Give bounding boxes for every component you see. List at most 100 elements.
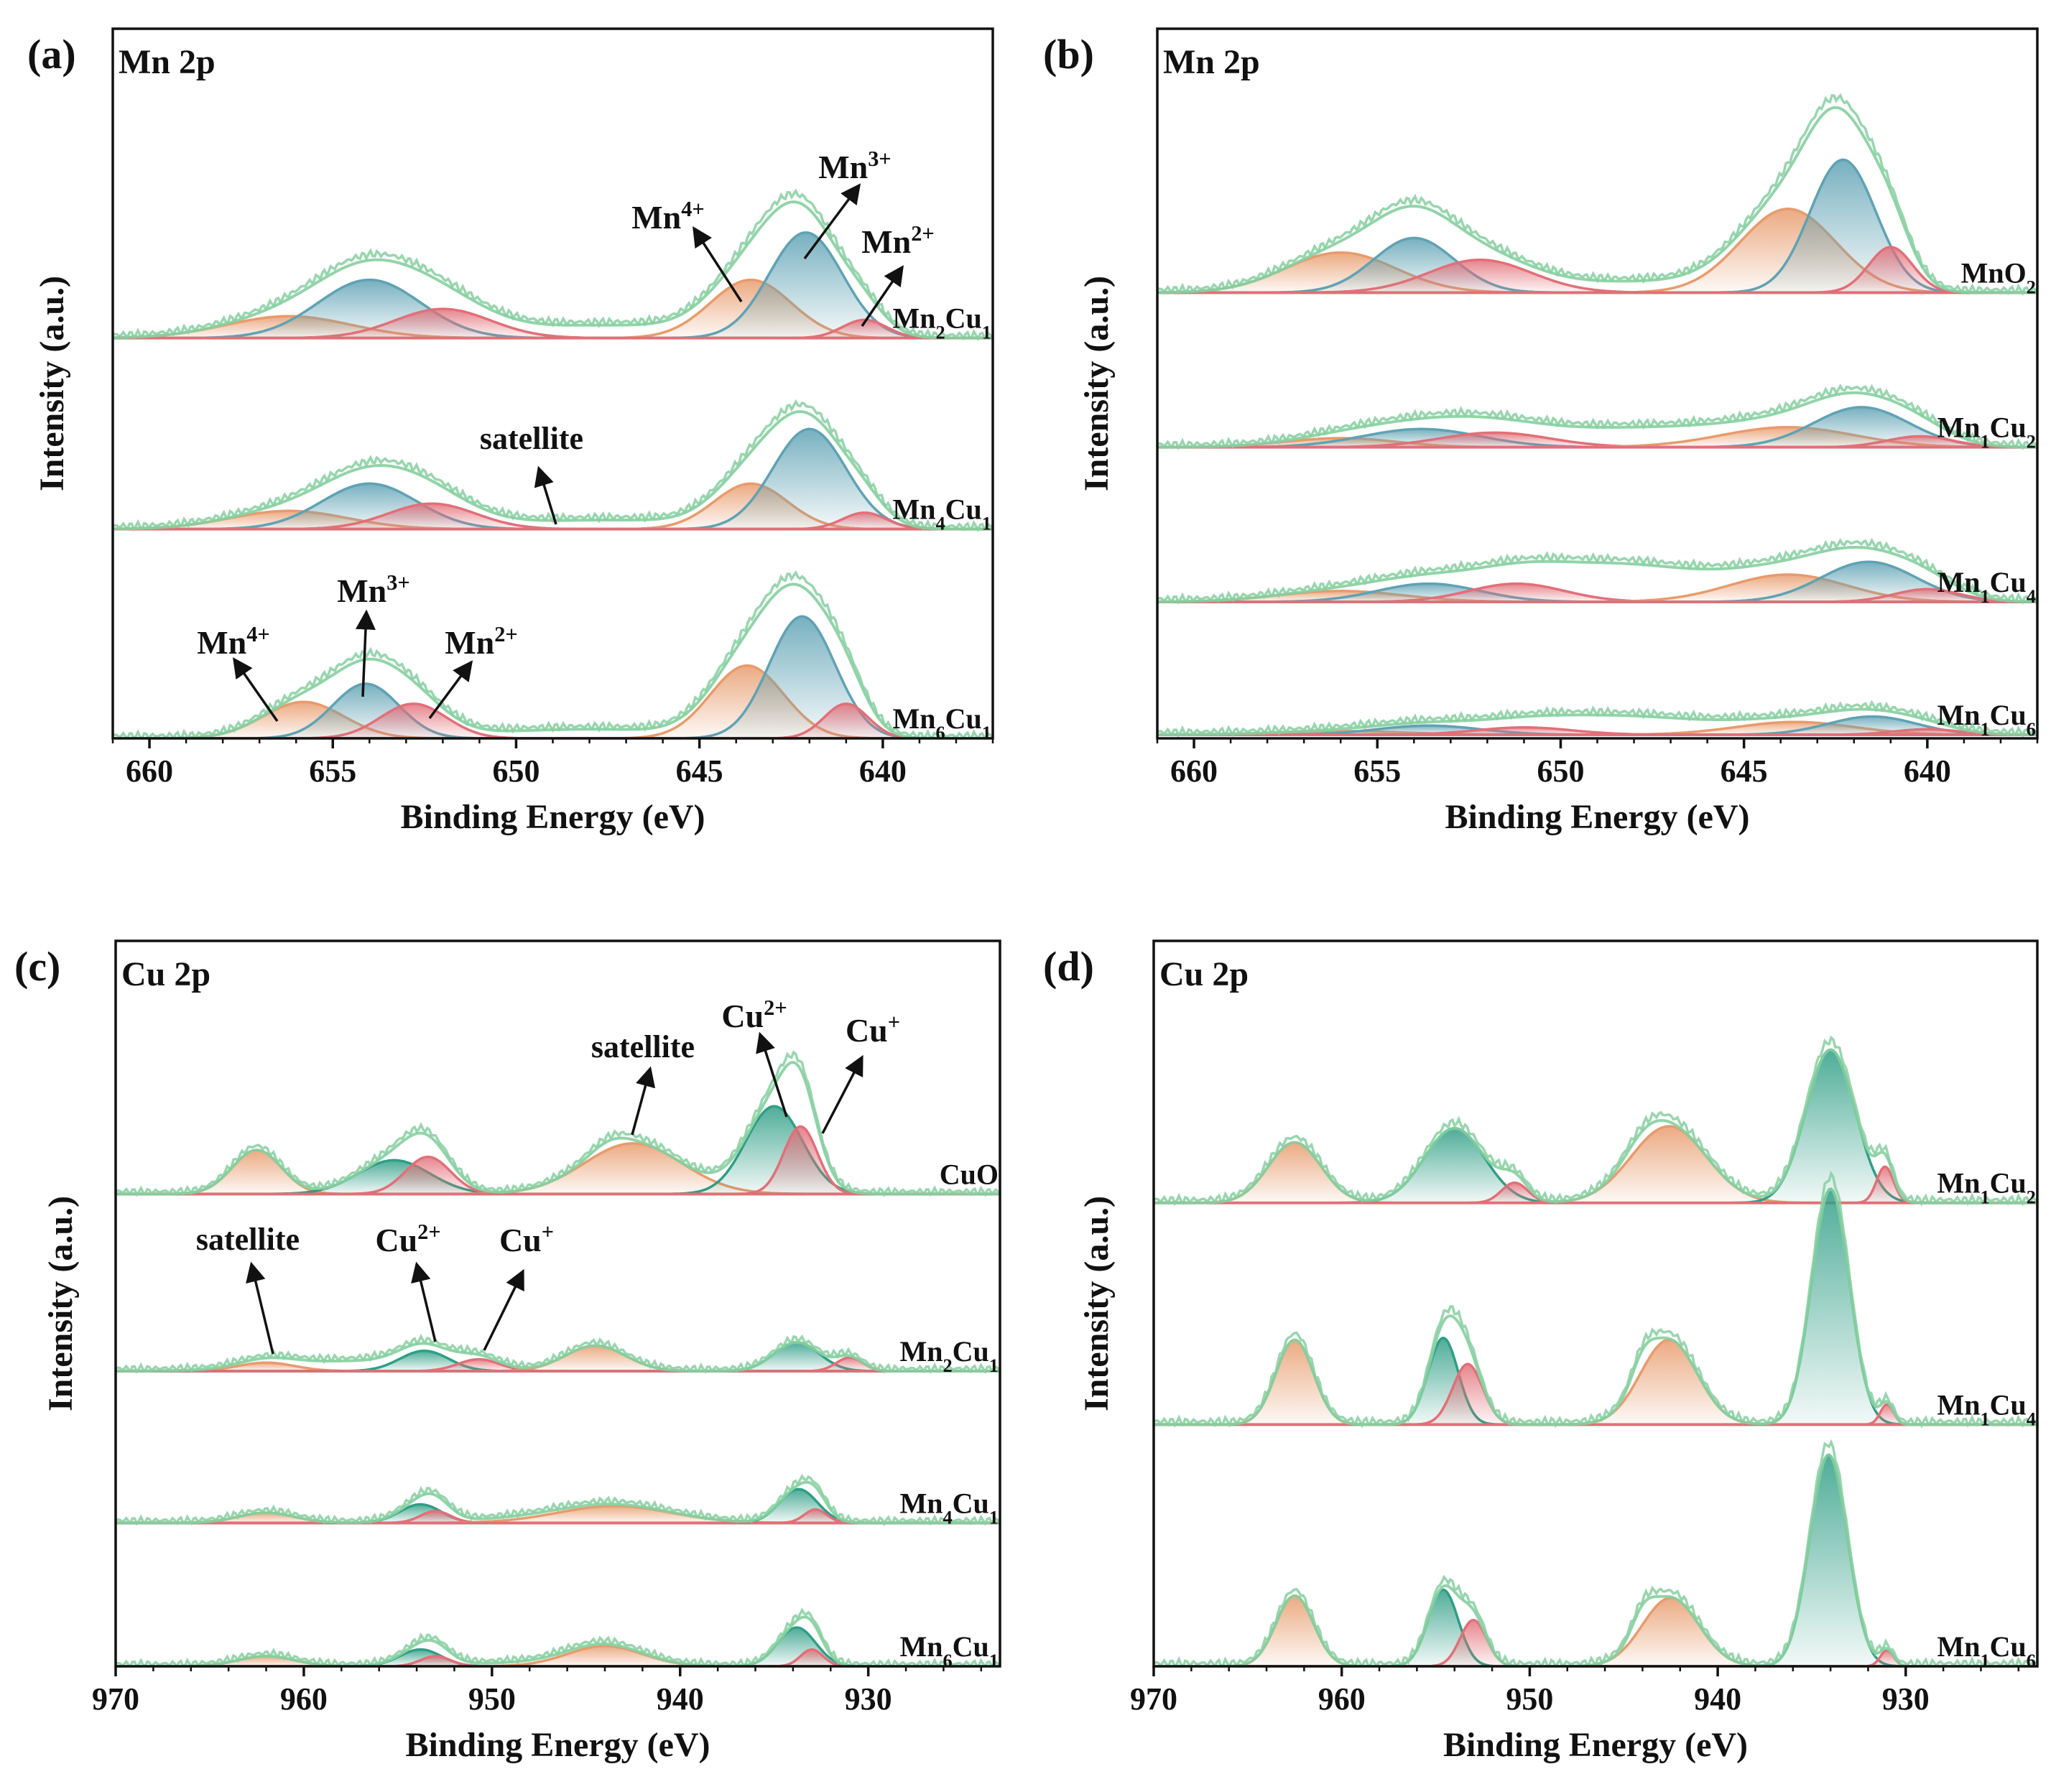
x-axis-label: Binding Energy (eV) bbox=[400, 798, 705, 836]
arrow-mn4-bot bbox=[232, 657, 279, 723]
series-label-text: MnO bbox=[1961, 256, 2027, 289]
panel-label: (a) bbox=[27, 31, 76, 78]
raw-spectrum bbox=[116, 1333, 1000, 1375]
series-label: Mn1Cu4 bbox=[1937, 566, 2036, 607]
series-label-text: Cu bbox=[953, 1630, 989, 1663]
series-label-text: Cu bbox=[945, 493, 982, 526]
annotation-sup: 2+ bbox=[911, 221, 934, 246]
annotation-sup: 2+ bbox=[417, 1220, 440, 1244]
annotation-base: Mn bbox=[631, 199, 681, 236]
annotation-c_satellite_top: satellite bbox=[591, 1029, 695, 1064]
annotation-a_mn2_bot: Mn2+ bbox=[445, 622, 517, 661]
series-label-subscript: 6 bbox=[2027, 718, 2036, 740]
spectrum-CuO bbox=[116, 1050, 1000, 1198]
fit-peak-satellite bbox=[116, 1645, 1000, 1666]
arrow-satellite-a bbox=[534, 465, 557, 525]
spectrum-Mn4Cu1 bbox=[113, 399, 993, 533]
annotation-base: Cu bbox=[846, 1012, 888, 1049]
x-tick-label: 660 bbox=[1170, 753, 1218, 789]
fit-peak-Mn3+ bbox=[113, 615, 993, 738]
fit-peak-Cu+ bbox=[116, 1648, 1000, 1666]
raw-spectrum bbox=[113, 570, 993, 738]
spectrum-Mn1Cu6 bbox=[1157, 700, 2037, 738]
annotation-base: Mn bbox=[337, 572, 386, 609]
series-label-text: Cu bbox=[945, 702, 982, 735]
spectrum-Mn1Cu4 bbox=[1157, 537, 2037, 605]
spectrum-Mn1Cu2 bbox=[1157, 384, 2037, 450]
x-tick-label: 930 bbox=[845, 1681, 892, 1717]
x-tick-label: 950 bbox=[1506, 1681, 1553, 1717]
spectrum-Mn1Cu4 bbox=[1154, 1170, 2037, 1429]
arrow-cu1-mid bbox=[483, 1268, 524, 1351]
annotation-base: Mn bbox=[818, 149, 868, 185]
x-tick-label: 930 bbox=[1882, 1681, 1930, 1717]
series-label-text: Mn bbox=[1937, 699, 1980, 731]
annotation-c_cu1_mid: Cu+ bbox=[499, 1220, 554, 1258]
annotation-base: Cu bbox=[375, 1222, 417, 1258]
annotation-a_mn3_top: Mn3+ bbox=[818, 147, 891, 185]
annotation-base: Cu bbox=[499, 1222, 542, 1258]
annotation-base: Mn bbox=[861, 223, 911, 260]
x-tick-label: 960 bbox=[1318, 1681, 1366, 1717]
series-label-text: Mn bbox=[1937, 566, 1980, 598]
series-label: Mn1Cu6 bbox=[1937, 699, 2036, 740]
annotation-sup: 2+ bbox=[494, 622, 517, 646]
series-label-text: Mn bbox=[1937, 1167, 1980, 1199]
spectrum-MnO2 bbox=[1157, 93, 2037, 296]
x-tick-label: 655 bbox=[309, 753, 356, 789]
series-label-subscript: 4 bbox=[2027, 1408, 2036, 1429]
series-label-subscript: 1 bbox=[989, 1355, 999, 1376]
spectrum-Mn2Cu1 bbox=[116, 1333, 1000, 1375]
raw-spectrum bbox=[1157, 537, 2037, 605]
series-label-text: Cu bbox=[953, 1487, 989, 1519]
fit-peak-Mn2+ bbox=[1157, 435, 2037, 449]
raw-spectrum bbox=[116, 1473, 1000, 1527]
x-tick-label: 940 bbox=[1694, 1681, 1741, 1717]
series-label: CuO bbox=[940, 1158, 999, 1190]
series-label-text: Mn bbox=[892, 702, 935, 735]
plot-area bbox=[116, 1050, 1000, 1666]
series-label-text: Cu bbox=[1990, 1388, 2027, 1421]
raw-spectrum bbox=[1157, 384, 2037, 450]
annotation-layer: Mn4+Mn3+Mn2+satelliteMn4+Mn3+Mn2+satelli… bbox=[196, 147, 935, 1355]
x-tick-label: 640 bbox=[859, 753, 907, 789]
x-tick-label: 650 bbox=[1537, 753, 1584, 789]
series-label-subscript: 1 bbox=[982, 722, 991, 743]
series-label-subscript: 1 bbox=[1980, 1408, 1989, 1429]
series-label-text: Mn bbox=[1937, 1630, 1980, 1663]
arrow-satellite-c-mid bbox=[246, 1261, 274, 1355]
annotation-sup: 4+ bbox=[681, 197, 704, 221]
raw-spectrum bbox=[116, 1050, 1000, 1198]
arrow-mn3-top bbox=[803, 183, 861, 260]
arrow-satellite-c-top bbox=[631, 1066, 656, 1136]
x-tick-label: 960 bbox=[280, 1681, 328, 1717]
series-label-subscript: 1 bbox=[1980, 585, 1989, 607]
x-tick-label: 640 bbox=[1904, 753, 1951, 789]
series-label-subscript: 1 bbox=[982, 322, 991, 343]
panel-title: Mn 2p bbox=[119, 43, 216, 81]
spectrum-Mn6Cu1 bbox=[116, 1607, 1000, 1666]
series-label: Mn1Cu2 bbox=[1937, 412, 2036, 452]
series-label-subscript: 6 bbox=[2027, 1650, 2036, 1671]
series-label: Mn2Cu1 bbox=[892, 302, 991, 343]
x-tick-label: 970 bbox=[92, 1681, 139, 1717]
annotation-c_satellite_mid: satellite bbox=[196, 1222, 300, 1257]
annotation-base: Mn bbox=[445, 624, 494, 661]
series-label-text: Cu bbox=[1990, 699, 2027, 731]
fit-peak-satellite bbox=[1154, 1338, 2037, 1426]
fit-peak-Mn2+ bbox=[113, 702, 993, 738]
annotation-a_mn4_bot: Mn4+ bbox=[197, 622, 269, 661]
series-label-subscript: 2 bbox=[2027, 431, 2036, 452]
annotation-c_cu1_top: Cu+ bbox=[846, 1010, 900, 1049]
y-axis-label: Intensity (a.u.) bbox=[33, 276, 71, 491]
series-label-text: Mn bbox=[899, 1630, 943, 1663]
series-label: MnO2 bbox=[1961, 256, 2036, 297]
arrow-cu2-top bbox=[756, 1031, 788, 1118]
series-label-subscript: 2 bbox=[2027, 1187, 2036, 1208]
x-axis-label: Binding Energy (eV) bbox=[1445, 798, 1749, 836]
x-tick-label: 655 bbox=[1353, 753, 1401, 789]
series-label-subscript: 1 bbox=[1980, 431, 1989, 452]
fit-peak-Mn2+ bbox=[1157, 728, 2037, 736]
